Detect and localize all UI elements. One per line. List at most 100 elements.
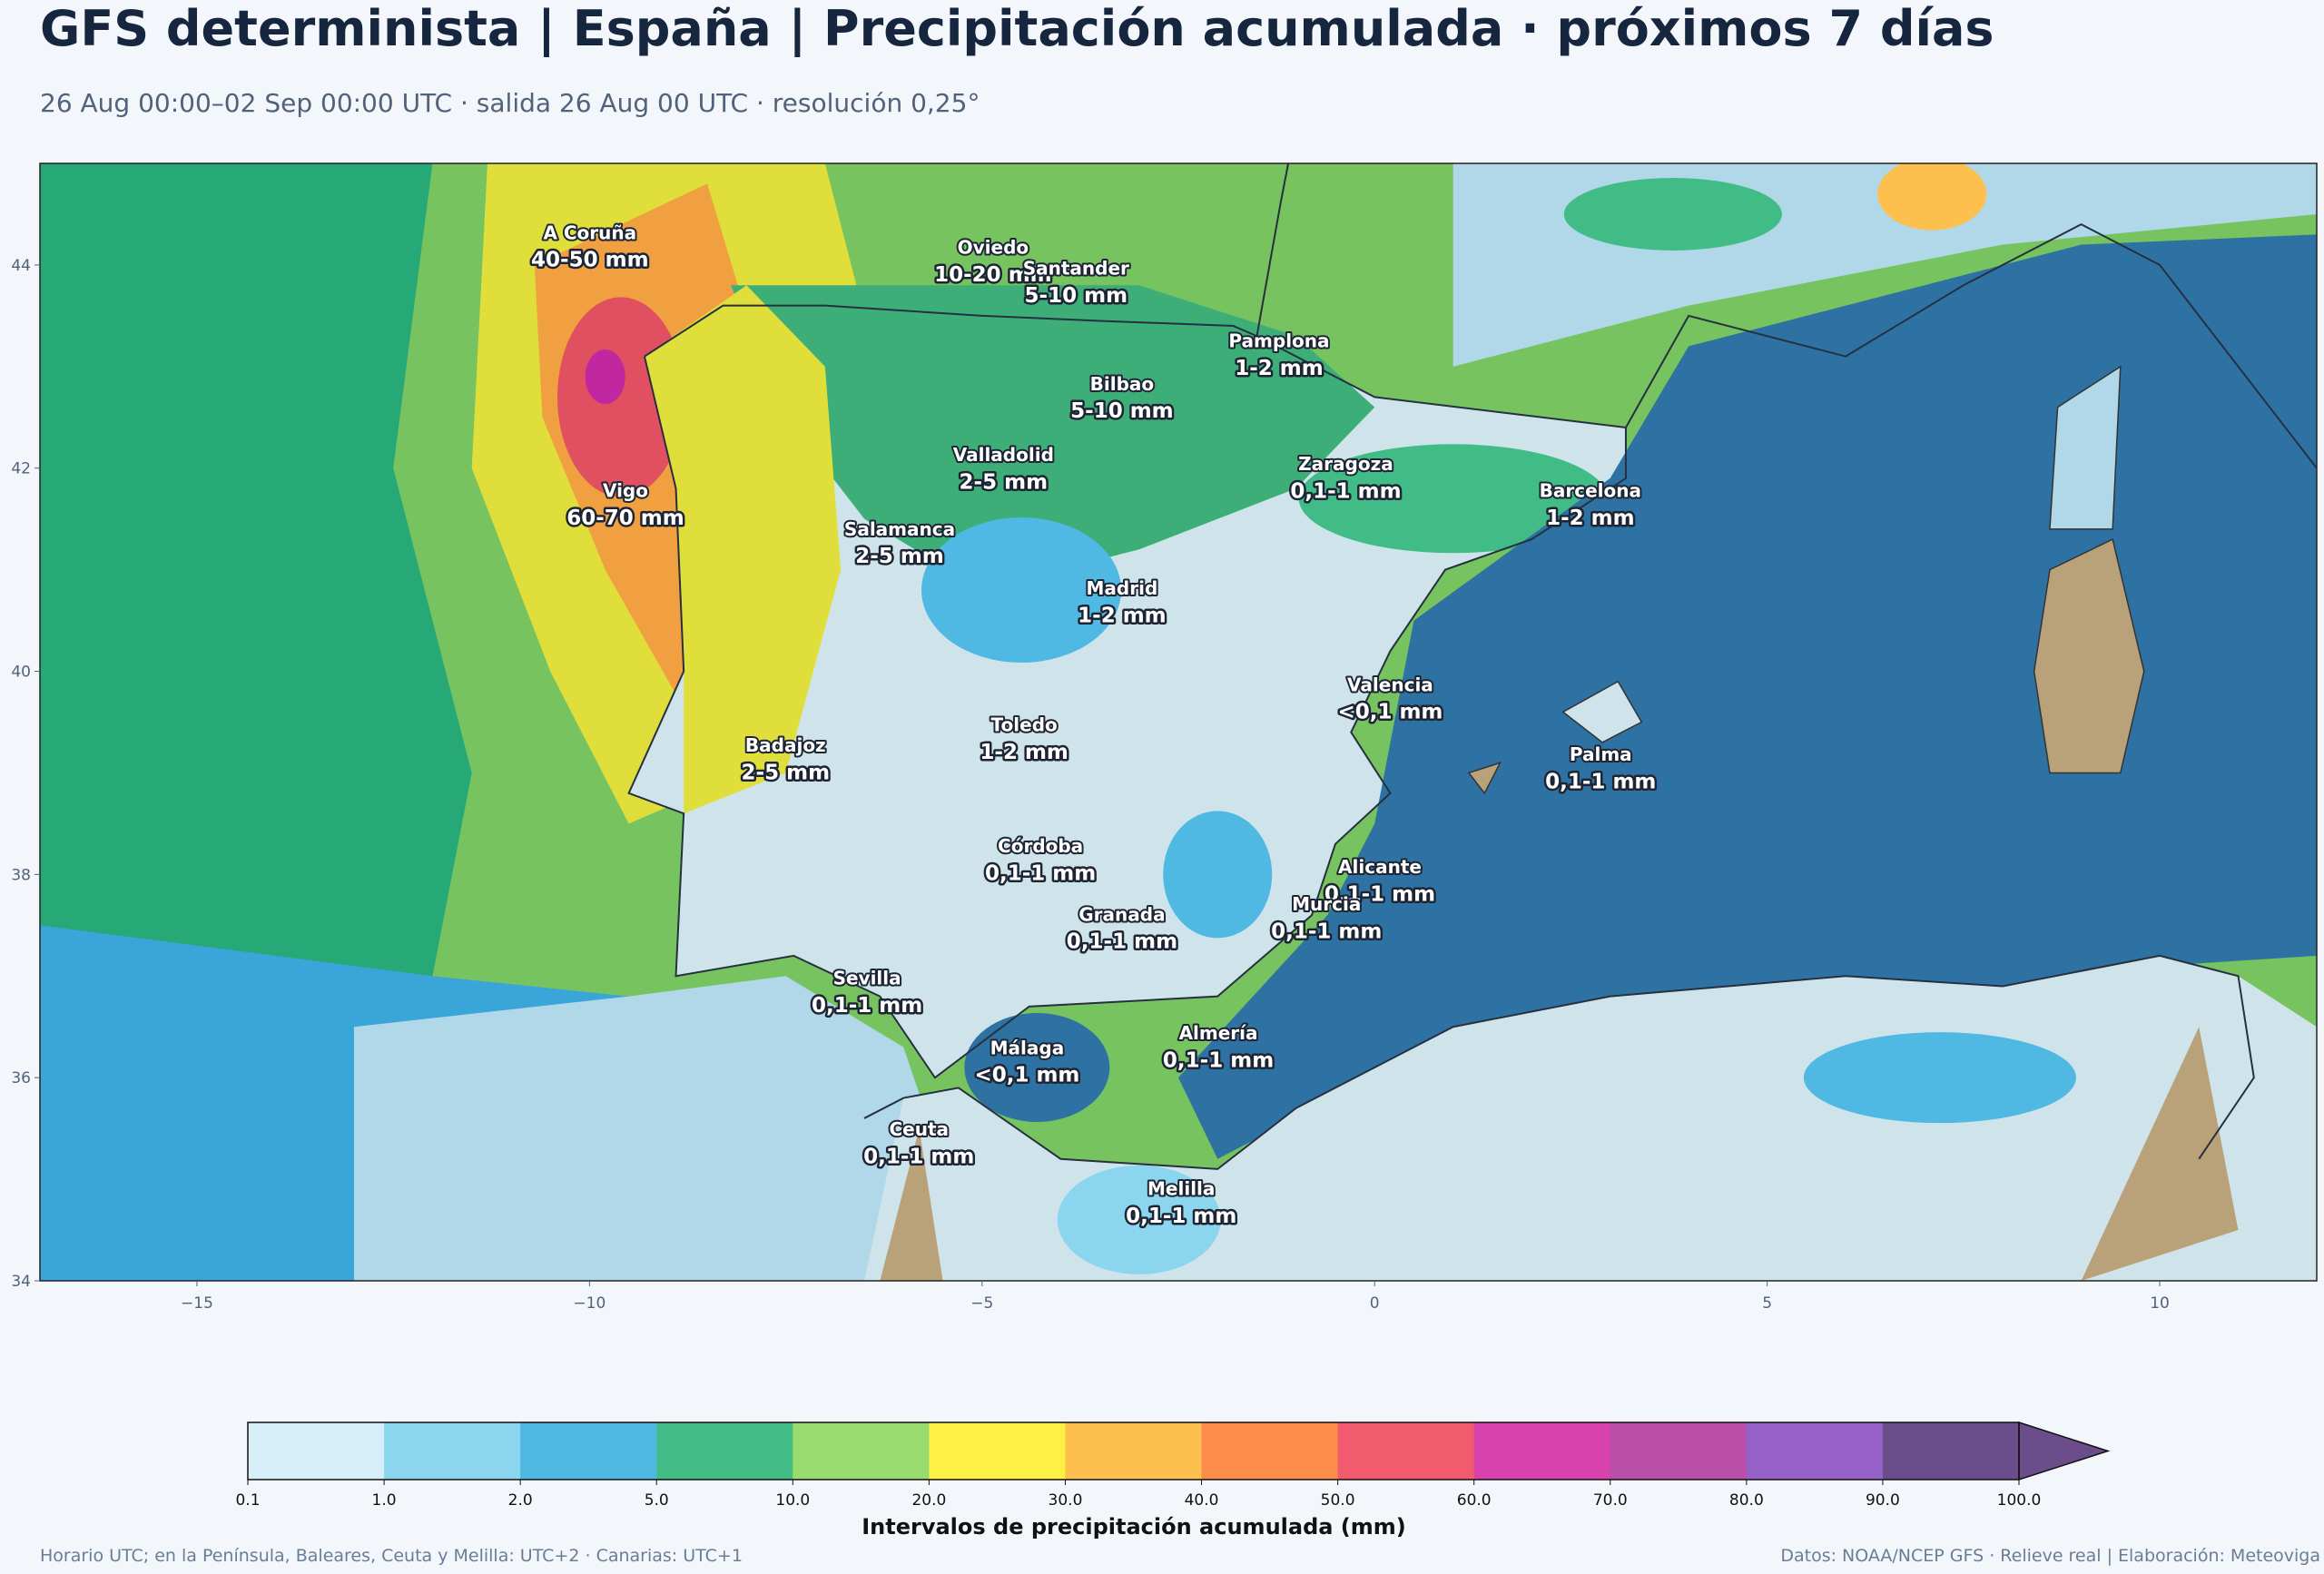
colorbar-tick-label: 60.0 (1457, 1491, 1492, 1510)
footer-right: Datos: NOAA/NCEP GFS · Relieve real | El… (1780, 1546, 2320, 1566)
x-tick-label: −5 (970, 1294, 993, 1313)
city-value: 1-2 mm (1078, 605, 1167, 628)
city-value: 0,1-1 mm (1163, 1048, 1274, 1072)
precip-area (556, 297, 684, 497)
precip-area (1298, 444, 1608, 554)
precip-area (964, 1012, 1110, 1122)
colorbar-extension (2018, 1421, 2111, 1481)
colorbar-tick-label: 50.0 (1321, 1491, 1355, 1510)
city-value: 0,1-1 mm (1290, 479, 1401, 503)
city-value: <0,1 mm (1337, 701, 1443, 724)
colorbar-tick-label: 20.0 (911, 1491, 946, 1510)
city-value: 2-5 mm (855, 545, 944, 568)
city-name: Madrid (1087, 577, 1158, 599)
city-value: <0,1 mm (974, 1064, 1079, 1087)
precip-area (1803, 1032, 2076, 1124)
colorbar-segment (520, 1422, 657, 1480)
land-relief (880, 1128, 943, 1281)
city-name: Salamanca (844, 518, 955, 540)
city-name: Valencia (1347, 674, 1433, 695)
colorbar-segment (1337, 1422, 1475, 1480)
city-value: 5-10 mm (1070, 399, 1174, 423)
city-value: 1-2 mm (1235, 357, 1324, 380)
colorbar-segment (656, 1422, 793, 1480)
colorbar-segment (1882, 1422, 2020, 1480)
city-value: 0,1-1 mm (812, 994, 922, 1018)
map-field (40, 163, 2317, 1281)
colorbar-tick-label: 30.0 (1049, 1491, 1083, 1510)
precip-area (1178, 234, 2317, 1159)
city-name: Toledo (991, 713, 1058, 735)
colorbar-segment (1746, 1422, 1884, 1480)
colorbar-tick-label: 70.0 (1593, 1491, 1628, 1510)
land-relief (2081, 1027, 2239, 1281)
colorbar-tick-label: 1.0 (372, 1491, 397, 1510)
island (1561, 680, 1643, 743)
city-name: Palma (1570, 743, 1632, 765)
subtitle: 26 Aug 00:00–02 Sep 00:00 UTC · salida 2… (40, 88, 980, 118)
precip-area (731, 285, 1375, 591)
precip-area (921, 517, 1122, 664)
x-tick-label: 0 (1370, 1294, 1380, 1313)
city-name: Granada (1078, 903, 1165, 925)
city-value: 5-10 mm (1025, 284, 1128, 308)
city-name: Almería (1179, 1022, 1258, 1044)
x-tick-label: 10 (2150, 1294, 2170, 1313)
island (2033, 537, 2145, 774)
x-tick-label: −10 (573, 1294, 606, 1313)
city-name: Pamplona (1228, 330, 1329, 352)
city-name: Badajoz (745, 734, 826, 756)
city-name: Bilbao (1090, 373, 1155, 395)
colorbar-segment (384, 1422, 521, 1480)
city-name: Murcia (1292, 893, 1361, 915)
precip-area (1563, 177, 1782, 251)
city-value: 2-5 mm (742, 762, 831, 785)
colorbar-segment (1201, 1422, 1339, 1480)
city-name: Alicante (1338, 856, 1422, 878)
y-tick-label: 36 (11, 1069, 31, 1087)
colorbar-tick-label: 2.0 (508, 1491, 533, 1510)
city-value: 1-2 mm (980, 741, 1068, 764)
coastline (1256, 163, 1290, 337)
precip-area (353, 976, 982, 1281)
city-value: 1-2 mm (1546, 507, 1635, 530)
city-name: A Coruña (543, 221, 636, 243)
y-tick-label: 38 (11, 866, 31, 884)
city-value: 0,1-1 mm (1324, 882, 1435, 906)
coastline (627, 304, 1627, 1079)
y-tick-label: 42 (11, 460, 31, 478)
colorbar-segment (248, 1422, 385, 1480)
title: GFS determinista | España | Precipitació… (40, 0, 1994, 57)
colorbar-segment (929, 1422, 1066, 1480)
city-value: 0,1-1 mm (1271, 920, 1382, 943)
island (2049, 365, 2122, 530)
city-name: Málaga (990, 1037, 1065, 1058)
colorbar-tick-label: 0.1 (235, 1491, 260, 1510)
city-name: Oviedo (958, 237, 1029, 259)
colorbar-segment (1065, 1422, 1203, 1480)
x-tick-label: 5 (1762, 1294, 1772, 1313)
city-name: Ceuta (889, 1118, 949, 1140)
colorbar-tick-label: 10.0 (775, 1491, 810, 1510)
y-tick-label: 34 (11, 1273, 31, 1291)
coastline (1625, 223, 2317, 469)
colorbar-tick-label: 80.0 (1729, 1491, 1764, 1510)
map-frame (39, 162, 2318, 1282)
colorbar-tick-label: 5.0 (645, 1491, 669, 1510)
city-name: Zaragoza (1298, 453, 1393, 475)
y-tick-label: 40 (11, 664, 31, 682)
precip-area (1163, 811, 1273, 939)
colorbar-frame (247, 1422, 2020, 1481)
coastline (863, 954, 2255, 1170)
city-value: 60-70 mm (566, 507, 684, 530)
city-value: 0,1-1 mm (1545, 770, 1656, 793)
x-tick-label: −15 (181, 1294, 213, 1313)
city-name: Melilla (1147, 1177, 1215, 1199)
colorbar-segment (793, 1422, 930, 1480)
city-name: Valladolid (953, 444, 1054, 466)
city-value: 40-50 mm (531, 249, 649, 272)
colorbar-tick-label: 100.0 (1997, 1491, 2042, 1510)
